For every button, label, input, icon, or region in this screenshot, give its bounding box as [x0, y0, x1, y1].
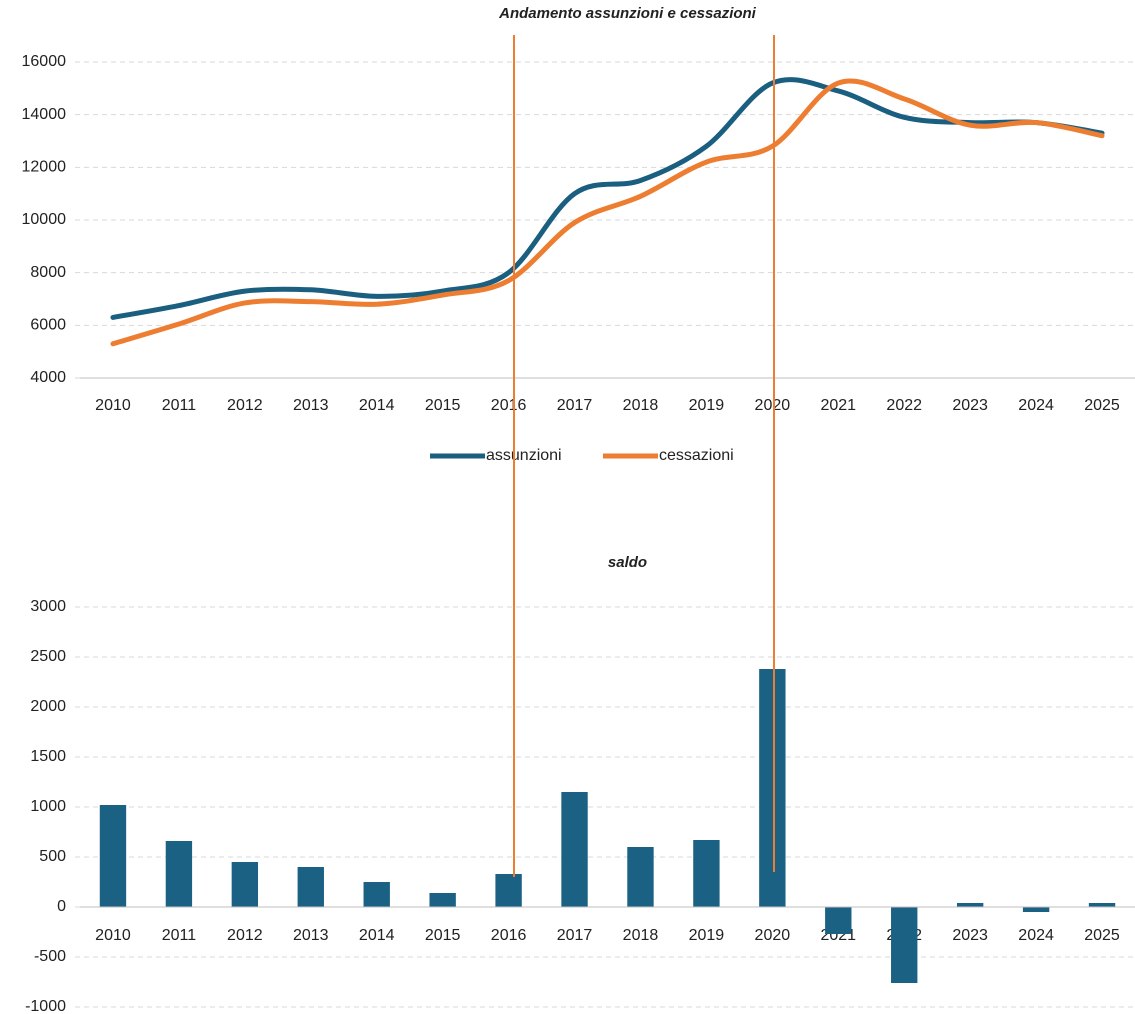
bar: [693, 840, 720, 907]
x-tick-label: 2014: [359, 397, 395, 414]
x-tick-label: 2025: [1084, 927, 1120, 944]
x-tick-label: 2020: [755, 927, 791, 944]
x-tick-label: 2011: [162, 397, 197, 414]
line-series: [110, 78, 1105, 347]
y-tick-label: 6000: [30, 317, 66, 334]
y-tick-label: 2500: [30, 648, 66, 665]
bar: [759, 669, 786, 907]
x-tick-label: 2012: [227, 927, 263, 944]
chart-title: Andamento assunzioni e cessazioni: [498, 5, 757, 22]
y-tick-label: 10000: [22, 211, 67, 228]
charts: Andamento assunzioni e cessazioni 4000 600…: [22, 5, 1135, 1014]
y-tick-label: 3000: [30, 598, 66, 615]
x-tick-label: 2024: [1018, 927, 1054, 944]
x-tick-label: 2021: [820, 397, 856, 414]
bar: [561, 792, 588, 907]
x-tick-label: 2015: [425, 927, 461, 944]
x-tick-label: 2013: [293, 927, 329, 944]
y-tick-label: 1000: [30, 798, 66, 815]
bar: [891, 907, 918, 983]
bar: [231, 862, 259, 907]
x-tick-label: 2010: [95, 927, 131, 944]
bar: [165, 841, 193, 907]
x-tick-label: 2025: [1084, 397, 1120, 414]
x-tick-label: 2011: [162, 927, 197, 944]
line-series: [110, 77, 1105, 320]
x-tick-label: 2015: [425, 397, 461, 414]
x-tick-label: 2012: [227, 397, 263, 414]
legend-label: assunzioni: [486, 447, 562, 464]
chart-title: saldo: [608, 554, 647, 571]
bar: [99, 805, 127, 907]
bar: [956, 903, 984, 907]
bar: [297, 867, 324, 907]
bar: [825, 907, 852, 934]
bar: [363, 882, 390, 907]
y-tick-label: -500: [34, 948, 66, 965]
x-tick-label: 2010: [95, 397, 131, 414]
bar: [429, 893, 456, 907]
y-tick-label: 2000: [30, 698, 66, 715]
y-tick-label: 0: [57, 898, 66, 915]
x-tick-label: 2024: [1018, 397, 1054, 414]
x-tick-label: 2017: [557, 397, 593, 414]
x-tick-label: 2019: [689, 927, 725, 944]
y-tick-label: 4000: [30, 369, 66, 386]
x-tick-label: 2013: [293, 397, 329, 414]
x-tick-label: 2016: [491, 927, 527, 944]
x-tick-label: 2014: [359, 927, 395, 944]
x-tick-label: 2022: [886, 397, 922, 414]
y-tick-label: 8000: [30, 264, 66, 281]
y-tick-label: 16000: [22, 53, 67, 70]
y-tick-label: 14000: [22, 106, 67, 123]
y-tick-label: -1000: [25, 998, 66, 1014]
x-tick-label: 2020: [755, 397, 791, 414]
x-tick-label: 2018: [623, 927, 659, 944]
x-tick-label: 2019: [689, 397, 725, 414]
bar: [1022, 907, 1050, 912]
x-tick-label: 2023: [952, 927, 988, 944]
x-tick-label: 2017: [557, 927, 593, 944]
bar: [495, 874, 522, 907]
x-tick-label: 2016: [491, 397, 527, 414]
x-tick-label: 2023: [952, 397, 988, 414]
x-tick-label: 2018: [623, 397, 659, 414]
y-tick-label: 1500: [30, 748, 66, 765]
legend-label: cessazioni: [659, 447, 734, 464]
bar: [1088, 903, 1116, 907]
y-tick-label: 12000: [22, 159, 67, 176]
bar: [627, 847, 654, 907]
y-tick-label: 500: [39, 848, 66, 865]
